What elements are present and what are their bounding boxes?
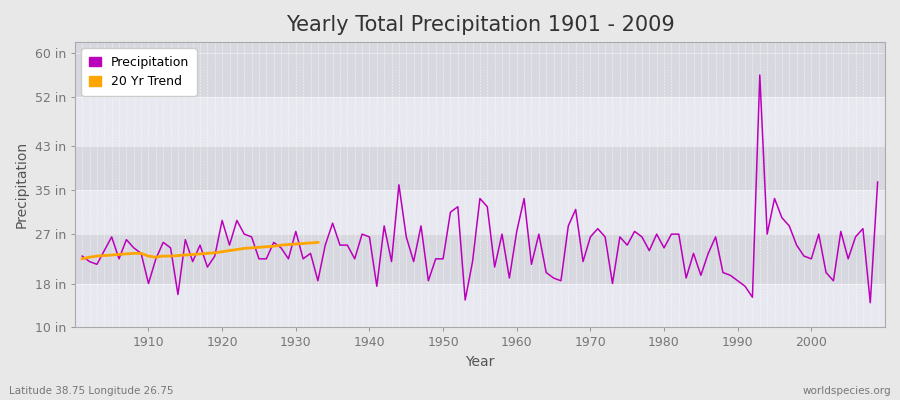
20 Yr Trend bbox=[166, 254, 176, 258]
20 Yr Trend bbox=[305, 240, 316, 245]
20 Yr Trend bbox=[99, 253, 110, 258]
20 Yr Trend bbox=[283, 242, 293, 247]
Precipitation bbox=[298, 256, 309, 261]
20 Yr Trend bbox=[158, 254, 168, 258]
20 Yr Trend bbox=[202, 251, 212, 256]
Line: Precipitation: Precipitation bbox=[82, 75, 878, 303]
20 Yr Trend bbox=[136, 251, 147, 256]
20 Yr Trend bbox=[231, 247, 242, 252]
20 Yr Trend bbox=[129, 251, 140, 256]
Precipitation bbox=[136, 251, 147, 256]
X-axis label: Year: Year bbox=[465, 355, 495, 369]
Bar bbox=[75, 97, 885, 146]
Title: Yearly Total Precipitation 1901 - 2009: Yearly Total Precipitation 1901 - 2009 bbox=[285, 15, 674, 35]
20 Yr Trend bbox=[298, 241, 309, 246]
Bar bbox=[75, 53, 885, 97]
20 Yr Trend bbox=[187, 252, 198, 257]
20 Yr Trend bbox=[76, 256, 87, 261]
20 Yr Trend bbox=[312, 240, 323, 245]
20 Yr Trend bbox=[210, 250, 220, 255]
20 Yr Trend bbox=[238, 246, 249, 251]
20 Yr Trend bbox=[150, 255, 161, 260]
Legend: Precipitation, 20 Yr Trend: Precipitation, 20 Yr Trend bbox=[81, 48, 197, 96]
Y-axis label: Precipitation: Precipitation bbox=[15, 141, 29, 228]
Precipitation bbox=[754, 73, 765, 78]
20 Yr Trend bbox=[85, 255, 95, 260]
Bar bbox=[75, 190, 885, 234]
Text: worldspecies.org: worldspecies.org bbox=[803, 386, 891, 396]
Precipitation bbox=[865, 300, 876, 305]
20 Yr Trend bbox=[224, 248, 235, 253]
20 Yr Trend bbox=[254, 245, 265, 250]
20 Yr Trend bbox=[194, 252, 205, 256]
Precipitation bbox=[504, 276, 515, 280]
Precipitation bbox=[342, 243, 353, 248]
Precipitation bbox=[599, 234, 610, 239]
20 Yr Trend bbox=[113, 252, 124, 257]
Text: Latitude 38.75 Longitude 26.75: Latitude 38.75 Longitude 26.75 bbox=[9, 386, 174, 396]
20 Yr Trend bbox=[217, 249, 228, 254]
Precipitation bbox=[511, 229, 522, 234]
20 Yr Trend bbox=[143, 254, 154, 258]
Precipitation bbox=[76, 254, 87, 258]
20 Yr Trend bbox=[268, 244, 279, 249]
Precipitation bbox=[872, 180, 883, 184]
20 Yr Trend bbox=[275, 243, 286, 248]
20 Yr Trend bbox=[261, 244, 272, 249]
20 Yr Trend bbox=[180, 252, 191, 257]
20 Yr Trend bbox=[247, 246, 257, 250]
Line: 20 Yr Trend: 20 Yr Trend bbox=[82, 242, 318, 259]
Bar bbox=[75, 146, 885, 190]
20 Yr Trend bbox=[106, 252, 117, 257]
20 Yr Trend bbox=[92, 254, 103, 258]
20 Yr Trend bbox=[121, 252, 131, 256]
Bar bbox=[75, 234, 885, 284]
Bar bbox=[75, 284, 885, 328]
20 Yr Trend bbox=[173, 253, 184, 258]
20 Yr Trend bbox=[291, 242, 302, 246]
